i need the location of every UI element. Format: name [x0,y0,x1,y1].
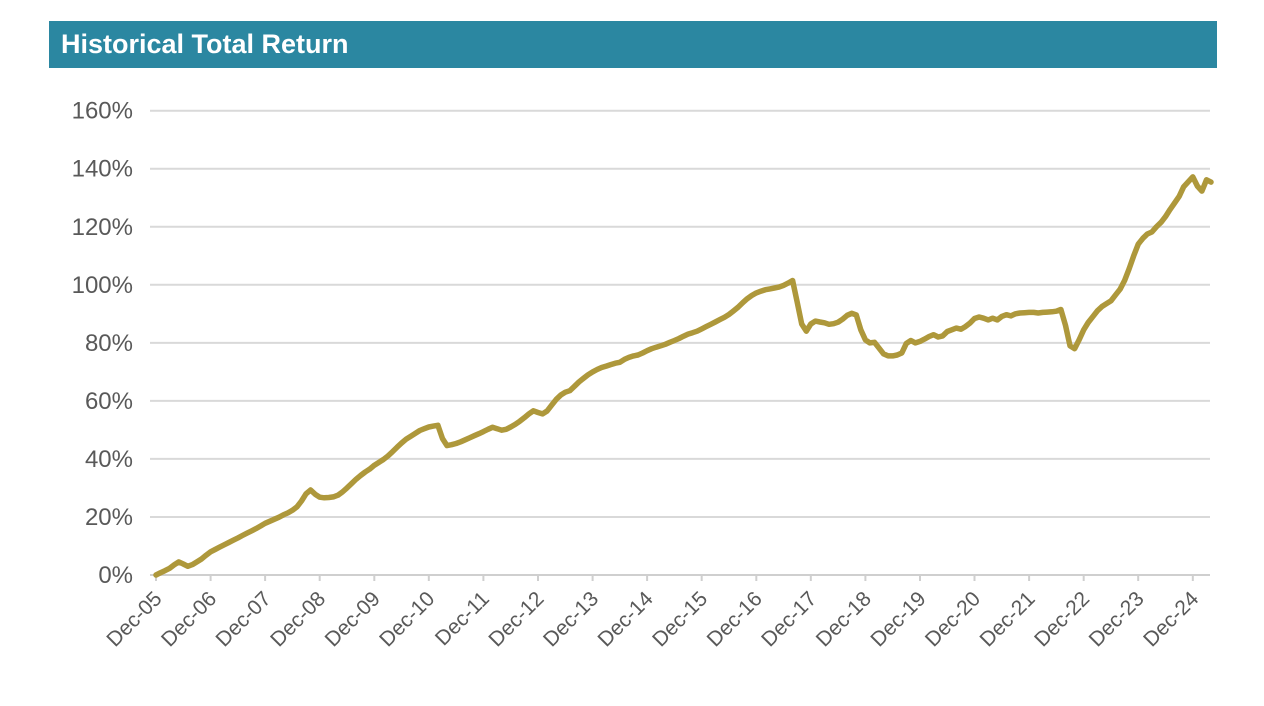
x-tick-label: Dec-17 [757,587,821,651]
y-tick-label: 20% [85,504,133,531]
x-tick-label: Dec-15 [648,587,712,651]
page-title: Historical Total Return [61,29,349,59]
x-tick-label: Dec-12 [484,587,548,651]
x-axis-labels: Dec-05Dec-06Dec-07Dec-08Dec-09Dec-10Dec-… [102,587,1203,651]
y-tick-label: 120% [72,214,133,241]
x-tick-label: Dec-14 [593,587,657,651]
total-return-line [153,174,1214,578]
x-tick-label: Dec-13 [539,587,603,651]
x-tick-label: Dec-23 [1085,587,1149,651]
y-tick-label: 40% [85,446,133,473]
chart-title-bar: Historical Total Return [49,21,1217,68]
x-tick-label: Dec-21 [975,587,1039,651]
x-tick-label: Dec-24 [1139,587,1203,651]
x-tick-label: Dec-19 [866,587,930,651]
y-tick-label: 0% [98,562,133,589]
x-tick-label: Dec-22 [1030,587,1094,651]
y-tick-label: 140% [72,156,133,183]
x-tick-label: Dec-10 [375,587,439,651]
x-tick-label: Dec-11 [431,587,494,650]
y-tick-label: 160% [72,98,133,125]
x-tick-label: Dec-06 [157,587,221,651]
x-tick-label: Dec-20 [921,587,985,651]
x-tick-label: Dec-16 [703,587,767,651]
x-tick-label: Dec-05 [102,587,166,651]
y-tick-label: 60% [85,388,133,415]
x-tick-label: Dec-07 [211,587,275,651]
x-tick-label: Dec-09 [321,587,385,651]
x-tick-label: Dec-18 [812,587,876,651]
y-tick-label: 80% [85,330,133,357]
y-tick-label: 100% [72,272,133,299]
y-gridlines [150,109,1210,576]
x-ticks [155,575,1194,581]
x-tick-label: Dec-08 [266,587,330,651]
y-axis-labels: 0% 20% 40% 60% 80% 100% 120% 140% 160% [72,98,133,589]
